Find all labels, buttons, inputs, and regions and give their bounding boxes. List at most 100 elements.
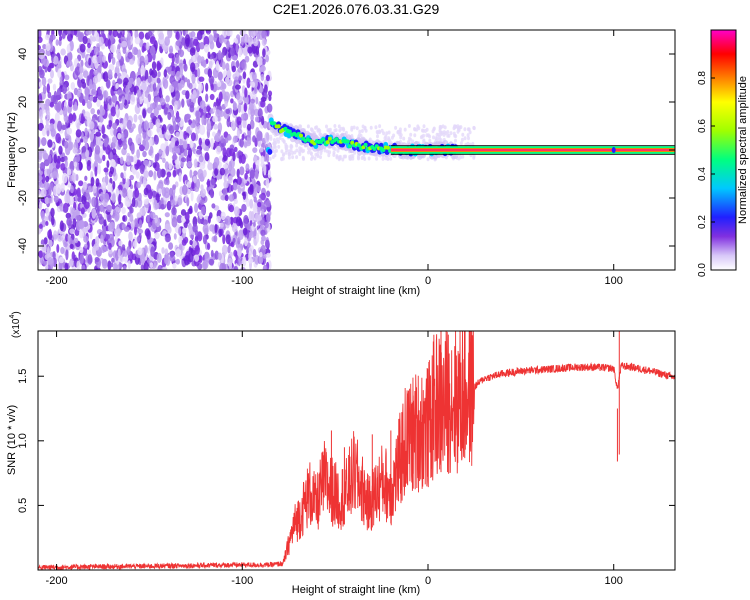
noise-blob [179, 59, 184, 70]
noise-blob [136, 89, 142, 98]
noise-blob [79, 43, 86, 53]
noise-blob [284, 150, 288, 155]
noise-blob [222, 155, 228, 162]
noise-blob [148, 149, 153, 156]
noise-blob [137, 247, 143, 256]
noise-blob [194, 245, 200, 255]
snr-x-tick-label: 0 [425, 575, 431, 587]
noise-blob [103, 219, 107, 227]
noise-blob [134, 218, 138, 228]
track-core [325, 140, 330, 145]
noise-blob [103, 167, 109, 173]
noise-blob [134, 225, 137, 236]
noise-blob [75, 174, 79, 181]
noise-blob [178, 172, 182, 183]
noise-blob [359, 133, 363, 138]
noise-blob [261, 115, 265, 126]
noise-blob [139, 164, 145, 175]
noise-blob [143, 159, 150, 166]
noise-blob [202, 224, 209, 234]
noise-blob [209, 188, 214, 199]
noise-blob [328, 127, 332, 132]
noise-blob [216, 98, 222, 105]
noise-blob [184, 34, 190, 45]
noise-blob [246, 134, 252, 145]
track-blob [267, 148, 273, 155]
noise-blob [341, 157, 345, 162]
noise-blob [95, 135, 101, 146]
noise-blob [129, 174, 134, 181]
snr-x-ticks: -200 -100 0 100 [46, 331, 623, 587]
noise-blob [97, 213, 103, 220]
snr-x-tick-label: -100 [231, 575, 253, 587]
noise-blob [161, 127, 165, 135]
noise-blob [189, 104, 195, 113]
noise-blob [87, 42, 91, 49]
noise-blob [178, 227, 182, 236]
noise-blob [190, 31, 196, 38]
noise-blob [115, 82, 120, 89]
noise-blob [54, 112, 60, 123]
noise-blob [53, 230, 58, 241]
noise-blob [181, 239, 187, 246]
noise-blob [45, 221, 49, 226]
noise-blob [143, 176, 147, 185]
noise-blob [50, 207, 55, 218]
noise-blob [38, 65, 43, 73]
noise-blob [42, 149, 47, 160]
noise-blob [95, 178, 100, 187]
noise-blob [233, 182, 238, 191]
track-core [321, 137, 326, 142]
noise-blob [205, 30, 211, 34]
noise-blob [307, 150, 310, 155]
noise-blob [295, 143, 299, 148]
noise-blob [255, 185, 262, 192]
noise-blob [142, 108, 147, 119]
noise-blob [41, 173, 46, 184]
noise-blob [114, 211, 120, 222]
noise-blob [48, 239, 53, 247]
noise-blob [86, 100, 93, 110]
noise-blob [238, 229, 244, 240]
noise-blob [209, 93, 215, 101]
noise-blob [389, 156, 393, 161]
noise-blob [207, 242, 211, 250]
noise-blob [121, 71, 127, 78]
noise-blob [50, 34, 56, 41]
noise-blob [265, 54, 269, 63]
snr-y-ticks: 0.5 1.0 1.5 [17, 369, 675, 513]
noise-blob [164, 36, 170, 46]
noise-blob [244, 55, 250, 63]
noise-blob [262, 264, 268, 270]
noise-blob [202, 235, 207, 245]
noise-blob [241, 58, 246, 70]
noise-blob [290, 144, 294, 149]
noise-blob [227, 245, 231, 254]
noise-blob [67, 234, 71, 243]
noise-blob [278, 136, 282, 141]
noise-blob [169, 187, 173, 197]
noise-blob [334, 128, 338, 133]
spectrogram-y-tick-label: 0 [17, 147, 29, 153]
noise-blob [153, 106, 159, 117]
noise-blob [108, 30, 112, 36]
noise-blob [41, 76, 47, 87]
noise-blob [117, 248, 121, 258]
noise-blob [208, 258, 215, 266]
noise-blob [141, 80, 147, 91]
noise-blob [138, 123, 142, 135]
noise-blob [110, 44, 116, 53]
noise-blob [233, 178, 238, 185]
noise-blob [210, 178, 216, 186]
noise-blob [254, 169, 259, 180]
noise-blob [246, 123, 252, 131]
noise-blob [172, 169, 177, 178]
noise-blob [108, 248, 113, 255]
noise-blob [120, 132, 125, 142]
noise-blob [69, 228, 75, 234]
noise-blob [80, 207, 85, 215]
noise-blob [425, 133, 429, 138]
noise-blob [281, 156, 285, 161]
noise-blob [80, 59, 84, 68]
noise-blob [92, 96, 98, 103]
